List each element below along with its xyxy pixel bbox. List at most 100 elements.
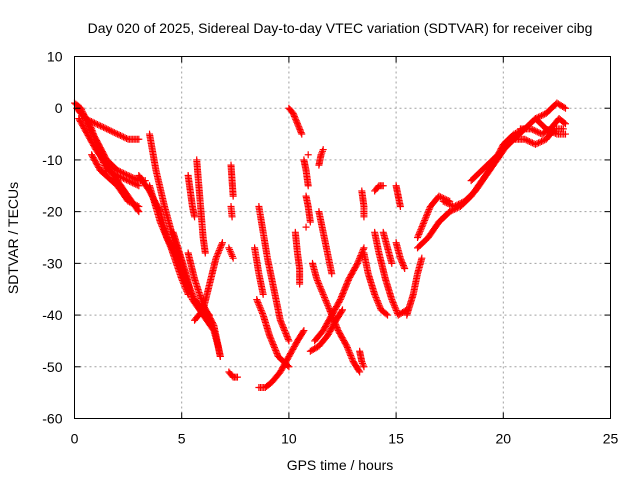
data-point — [336, 296, 344, 304]
data-point — [521, 135, 529, 143]
data-point — [217, 243, 225, 251]
y-tick-label: -30 — [42, 255, 62, 271]
data-point — [398, 257, 406, 265]
data-point — [527, 125, 535, 133]
series-track-10 — [184, 249, 224, 360]
data-point — [259, 290, 267, 298]
data-point — [391, 303, 399, 311]
data-point — [342, 281, 350, 289]
data-point — [371, 290, 379, 298]
data-point — [306, 218, 314, 226]
series-track-22 — [285, 104, 306, 138]
data-point — [522, 136, 530, 144]
data-point — [425, 206, 433, 214]
data-point — [544, 126, 552, 134]
data-point — [533, 128, 541, 136]
data-point — [282, 331, 290, 339]
data-point — [100, 123, 108, 131]
series-track-15 — [225, 244, 237, 262]
data-point — [118, 174, 126, 182]
data-point — [551, 129, 559, 137]
data-point — [103, 125, 111, 133]
data-point — [121, 134, 129, 142]
data-point — [435, 192, 443, 200]
data-point — [279, 324, 287, 332]
series-track-35 — [358, 187, 368, 221]
data-point — [215, 248, 223, 256]
data-point — [135, 182, 143, 190]
series-track-36 — [371, 182, 387, 195]
series-track-28 — [311, 244, 368, 345]
y-tick-label: -50 — [42, 359, 62, 375]
data-point — [228, 251, 236, 259]
data-point — [95, 121, 103, 129]
data-point — [321, 295, 329, 303]
x-tick-label: 0 — [71, 431, 79, 447]
data-point — [282, 330, 290, 338]
data-point — [401, 265, 409, 273]
data-point — [225, 244, 233, 252]
data-point — [109, 128, 117, 136]
data-point — [347, 353, 355, 361]
series-track-29 — [306, 306, 346, 355]
data-point — [218, 240, 226, 248]
data-point — [322, 298, 330, 306]
data-point — [418, 223, 426, 231]
data-point — [373, 295, 381, 303]
data-point — [283, 332, 291, 340]
data-point — [561, 120, 569, 128]
data-point — [304, 151, 312, 159]
data-point — [530, 126, 538, 134]
series-track-13 — [184, 171, 199, 221]
data-point — [253, 296, 261, 304]
data-point — [342, 341, 350, 349]
data-point — [535, 129, 543, 137]
series-track-38 — [379, 228, 396, 267]
data-point — [375, 301, 383, 309]
data-point — [316, 283, 324, 291]
y-tick-label: 10 — [47, 49, 63, 65]
data-point — [98, 123, 106, 131]
data-point — [290, 112, 298, 120]
data-point — [300, 327, 308, 335]
data-point — [318, 287, 326, 295]
data-point — [314, 278, 322, 286]
data-point — [297, 127, 305, 135]
data-point — [339, 306, 346, 314]
data-point — [532, 127, 540, 135]
data-point — [392, 306, 400, 314]
data-point — [458, 199, 466, 207]
data-point — [356, 253, 364, 261]
data-point — [272, 347, 280, 355]
data-point — [266, 333, 274, 341]
series-track-12 — [193, 156, 209, 257]
data-point — [218, 239, 226, 247]
data-point — [116, 132, 124, 140]
data-point — [322, 297, 330, 305]
data-point — [542, 125, 550, 133]
data-point — [268, 338, 276, 346]
data-point — [257, 305, 265, 313]
data-point — [325, 304, 333, 312]
data-point — [278, 321, 286, 329]
data-point — [547, 127, 555, 135]
data-point — [355, 367, 363, 375]
x-tick-labels: 0 5 10 15 20 25 — [71, 431, 619, 447]
data-point — [112, 129, 120, 137]
data-point — [129, 200, 137, 208]
data-point — [267, 335, 275, 343]
data-point — [319, 289, 327, 297]
data-point — [226, 247, 234, 255]
data-point — [284, 335, 292, 343]
data-point — [358, 358, 366, 366]
data-point — [290, 111, 298, 119]
data-point — [270, 342, 278, 350]
data-point — [191, 213, 199, 221]
data-point — [439, 197, 447, 205]
data-point — [421, 216, 429, 224]
series-track-41 — [403, 254, 426, 319]
data-point — [113, 130, 121, 138]
data-point — [298, 130, 306, 138]
data-point — [396, 202, 404, 210]
